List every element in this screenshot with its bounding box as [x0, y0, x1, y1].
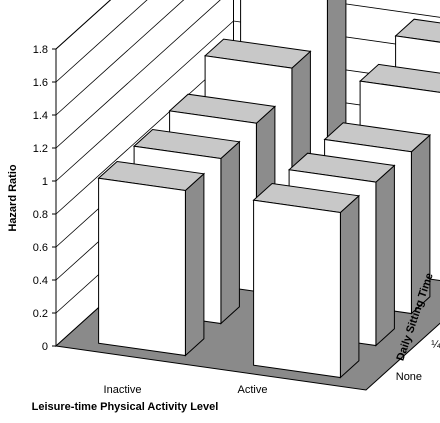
x-axis-ticks: Inactive Active [104, 384, 268, 396]
y-axis-title: Hazard Ratio [7, 164, 19, 232]
x-tick-label: Inactive [104, 384, 142, 396]
y-tick-label: 1.4 [33, 110, 48, 122]
bar-side [221, 142, 240, 324]
y-tick-label: 0.8 [33, 209, 48, 221]
y-tick-label: 0.2 [33, 308, 48, 320]
bar-front [99, 178, 186, 355]
depth-tick-label: ¼ of the Time [431, 339, 440, 351]
y-axis-ticks: 0 0.2 0.4 0.6 0.8 1 1.2 1.4 1.6 1.8 [33, 44, 56, 353]
bar-side [185, 174, 204, 356]
y-tick-label: 0.4 [33, 275, 48, 287]
x-axis-title: Leisure-time Physical Activity Level [32, 401, 219, 413]
depth-tick-label: None [396, 371, 422, 383]
bar-front [254, 200, 341, 377]
y-tick-label: 1.2 [33, 143, 48, 155]
y-tick-label: 1.6 [33, 77, 48, 89]
y-tick-label: 1.8 [33, 44, 48, 56]
bar [254, 184, 359, 378]
bar [99, 162, 204, 356]
y-tick-label: 0 [42, 341, 48, 353]
y-tick-label: 0.6 [33, 242, 48, 254]
bar-side [340, 196, 359, 378]
bar-side [376, 166, 395, 346]
y-tick-label: 1 [42, 176, 48, 188]
x-tick-label: Active [238, 384, 268, 396]
